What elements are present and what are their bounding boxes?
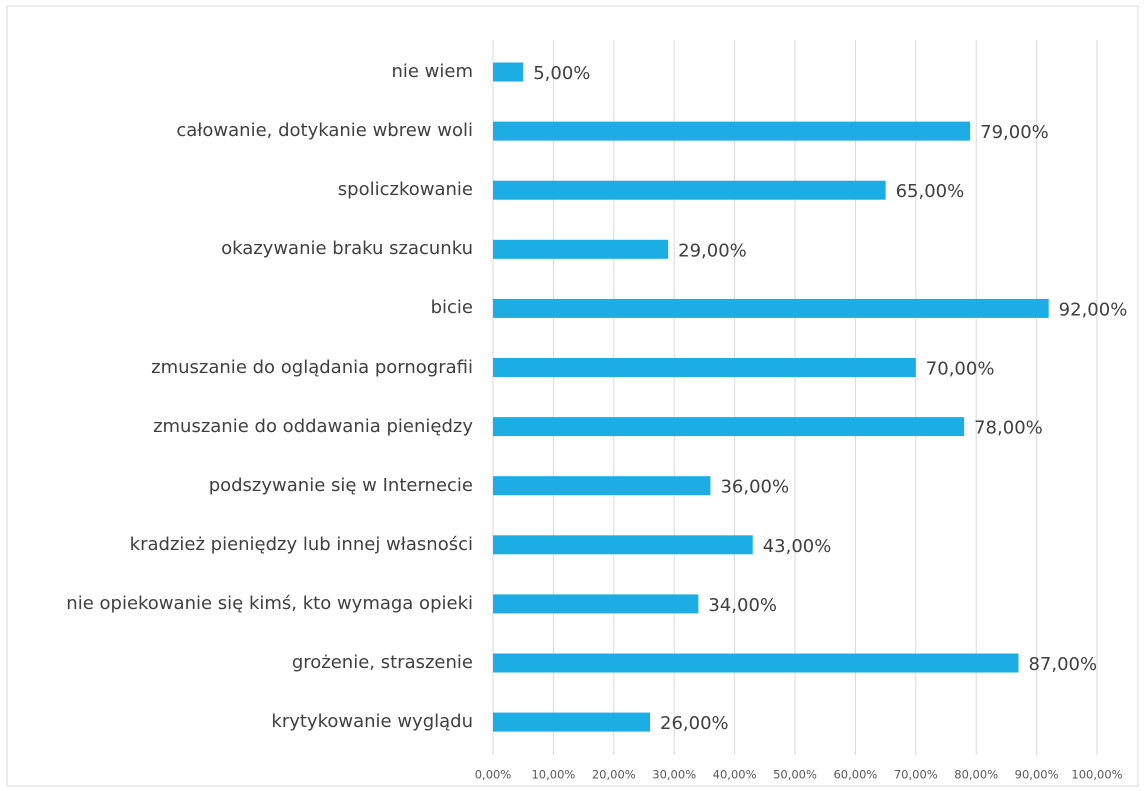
bar	[493, 653, 1019, 673]
category-label: spoliczkowanie	[337, 179, 473, 201]
x-tick-label: 40,00%	[713, 768, 757, 782]
category-label: kradzież pieniędzy lub innej własności	[129, 533, 473, 555]
category-label: nie wiem	[391, 61, 473, 82]
category-label: zmuszanie do oddawania pieniędzy	[153, 415, 473, 437]
category-label: grożenie, straszenie	[291, 652, 473, 673]
bar	[493, 62, 524, 82]
value-label: 26,00%	[660, 713, 729, 734]
x-tick-label: 10,00%	[531, 768, 575, 782]
x-tick-label: 0,00%	[475, 768, 512, 782]
value-label: 5,00%	[533, 63, 590, 84]
bar	[493, 239, 669, 259]
value-label: 65,00%	[896, 181, 965, 202]
value-label: 34,00%	[708, 595, 777, 616]
value-label: 92,00%	[1059, 299, 1128, 320]
x-tick-label: 30,00%	[652, 768, 696, 782]
bar	[493, 535, 753, 555]
value-label: 36,00%	[720, 477, 789, 498]
category-label: krytykowanie wyglądu	[271, 711, 473, 733]
category-label: całowanie, dotykanie wbrew woli	[176, 120, 473, 142]
value-label: 79,00%	[980, 122, 1049, 143]
value-label: 70,00%	[926, 359, 995, 380]
category-label: bicie	[430, 297, 473, 319]
x-tick-label: 80,00%	[954, 768, 998, 782]
bar	[493, 712, 651, 732]
x-tick-label: 90,00%	[1015, 768, 1059, 782]
x-tick-label: 50,00%	[773, 768, 817, 782]
bar	[493, 358, 916, 377]
category-label: nie opiekowanie się kimś, kto wymaga opi…	[66, 592, 473, 614]
category-label: okazywanie braku szacunku	[221, 238, 473, 260]
x-tick-label: 20,00%	[592, 768, 636, 782]
value-label: 87,00%	[1028, 654, 1097, 675]
x-tick-label: 100,00%	[1071, 768, 1122, 782]
category-label: podszywanie się w Internecie	[208, 474, 473, 496]
value-label: 29,00%	[678, 240, 747, 261]
bar	[493, 417, 965, 437]
value-label: 78,00%	[974, 418, 1043, 439]
x-tick-label: 70,00%	[894, 768, 938, 782]
bar	[493, 298, 1049, 318]
chart-border	[6, 5, 1139, 787]
bar	[493, 594, 699, 614]
value-label: 43,00%	[763, 536, 832, 557]
x-tick-label: 60,00%	[833, 768, 877, 782]
bar	[493, 180, 886, 200]
bar	[493, 121, 971, 141]
bar	[493, 476, 711, 496]
category-label: zmuszanie do oglądania pornografii	[151, 356, 473, 378]
